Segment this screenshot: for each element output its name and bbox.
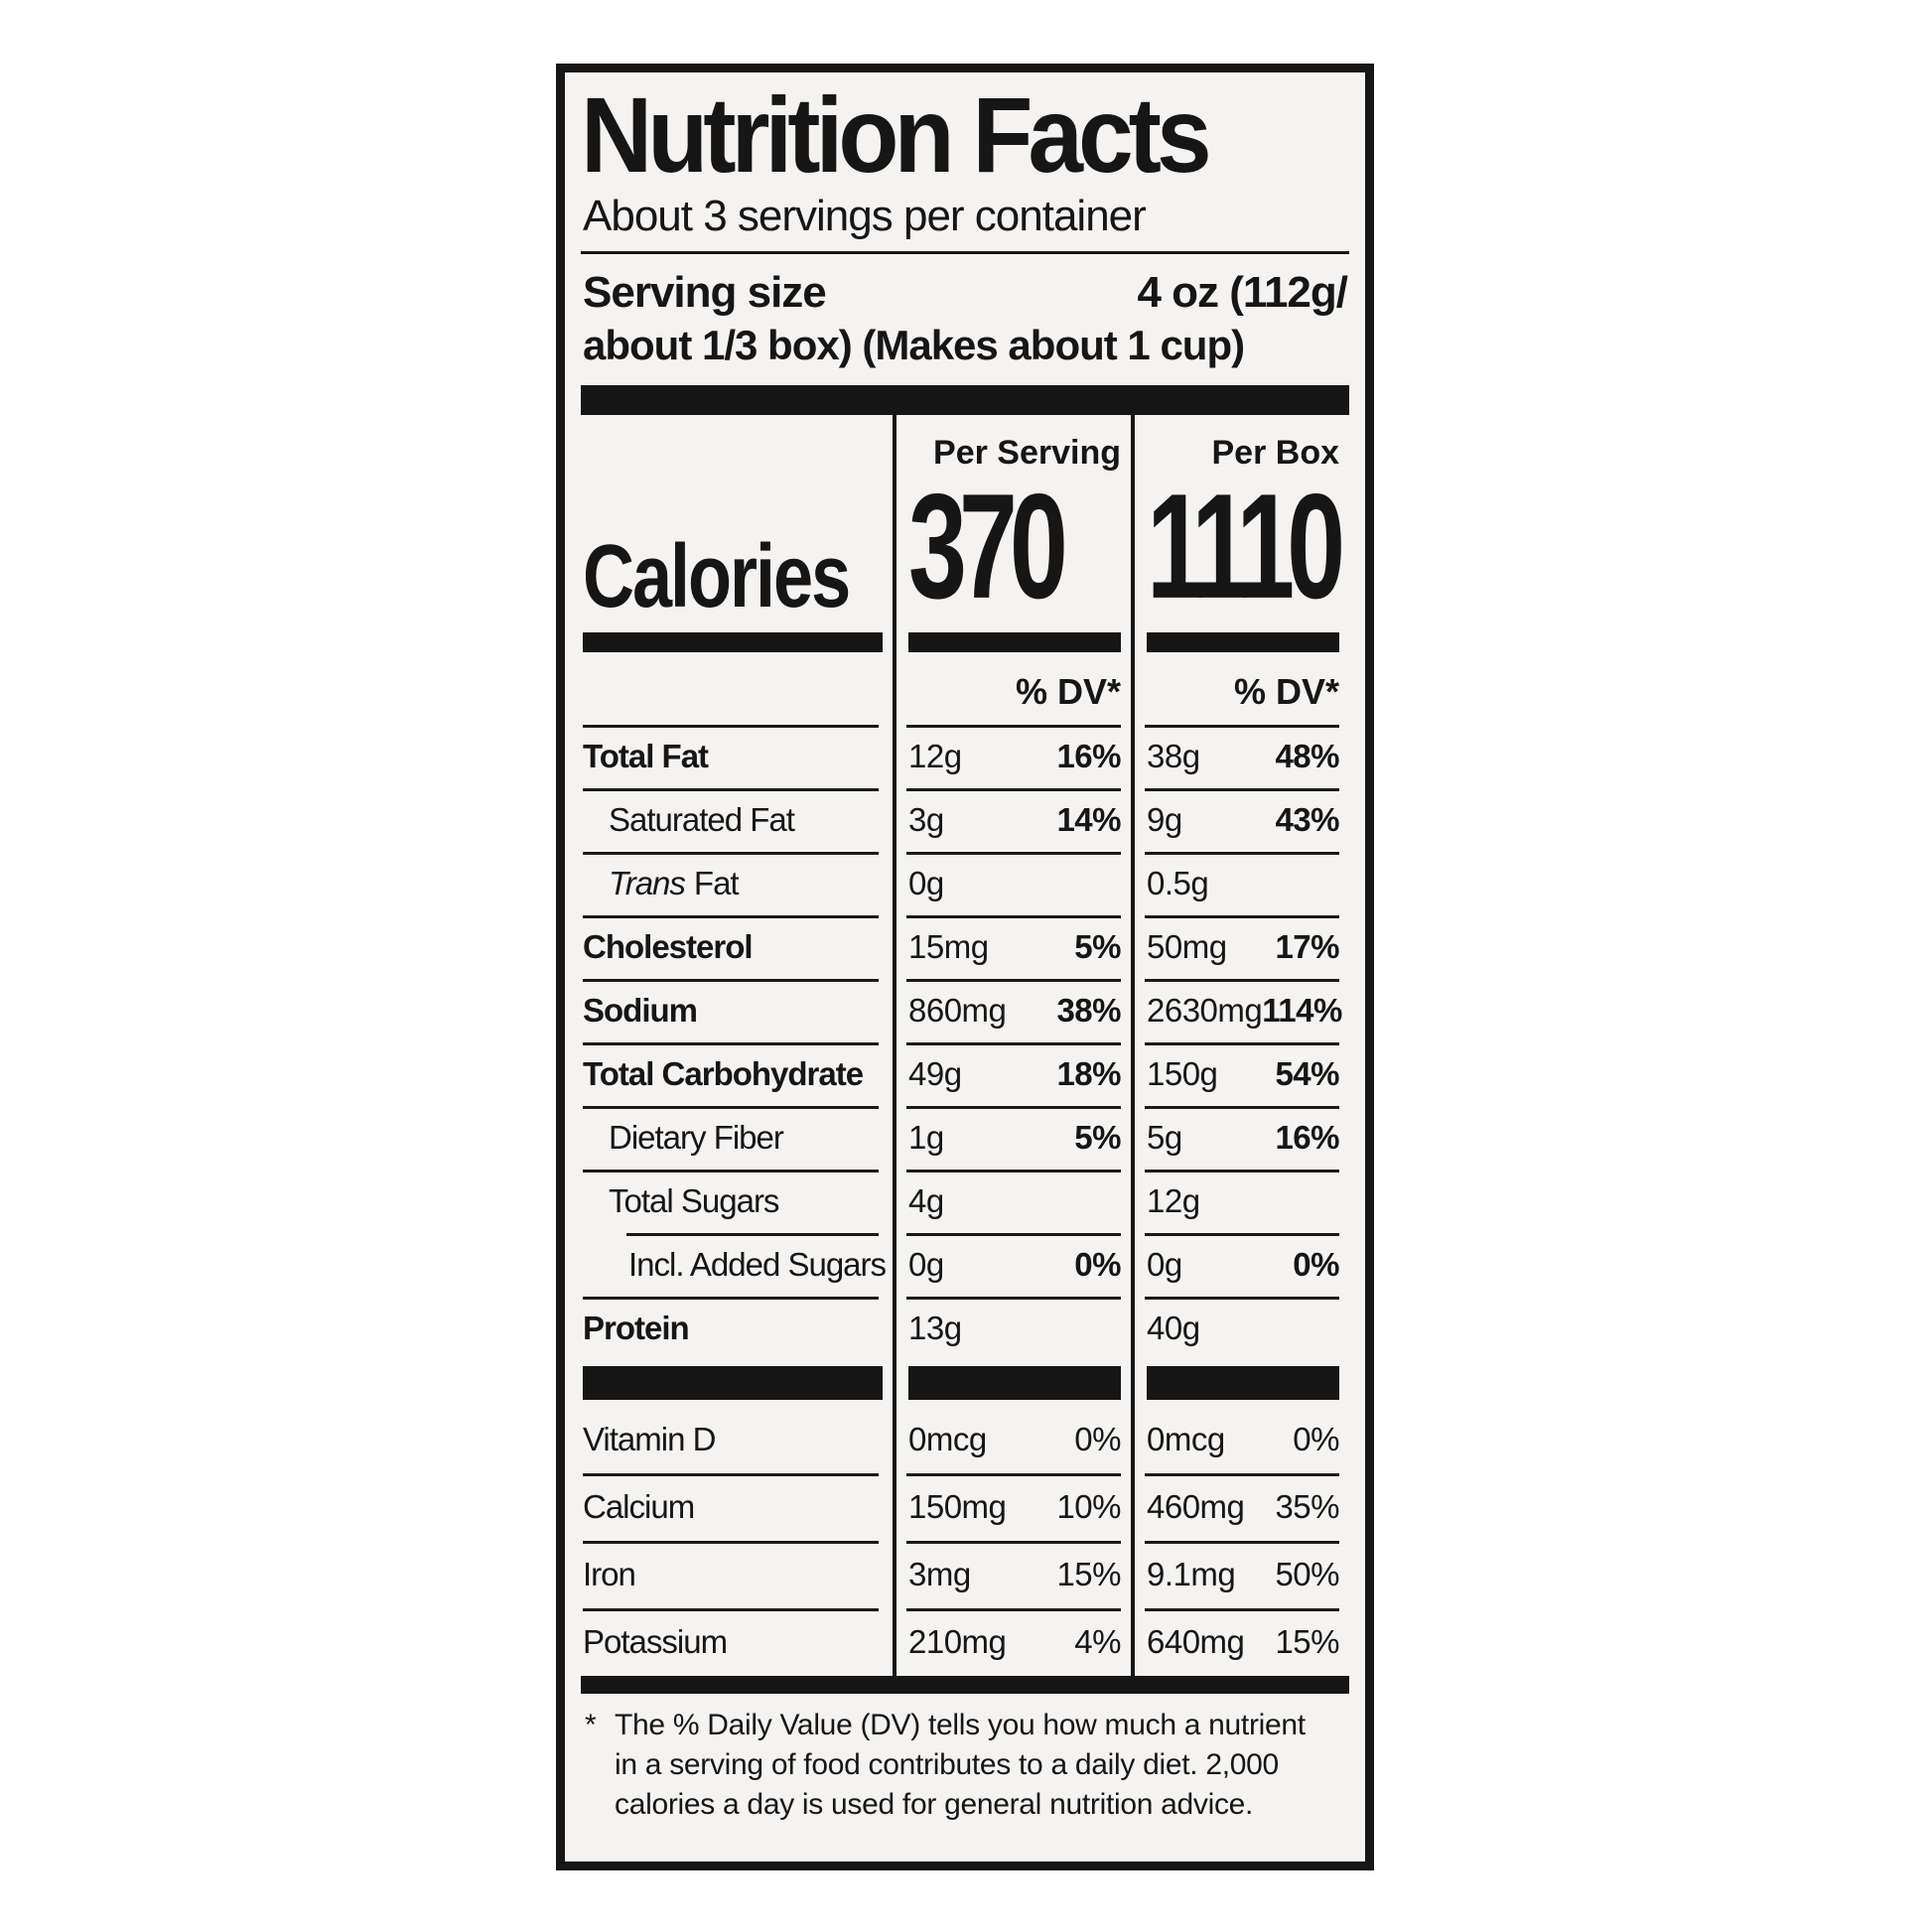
calories-per-box-cell: 1110	[1131, 464, 1349, 630]
per-serving-header: Per Serving	[893, 415, 1131, 475]
nutrient-name: Total Carbohydrate	[581, 1042, 893, 1106]
bar	[1147, 632, 1339, 652]
section-bar-bottom	[581, 1676, 1349, 1694]
nutrient-name: Saturated Fat	[581, 788, 893, 852]
calories-label: Calories	[583, 527, 851, 626]
vitamin-box: 9.1mg 50%	[1131, 1541, 1349, 1608]
calories-underbar-2	[893, 625, 1131, 659]
nutrient-serving: 49g 18%	[893, 1042, 1131, 1106]
nutrient-name: Total Fat	[581, 725, 893, 788]
nutrient-name: Sodium	[581, 979, 893, 1042]
nutrient-serving: 12g 16%	[893, 725, 1131, 788]
vitamin-serving: 3mg 15%	[893, 1541, 1131, 1608]
footnote-line: The % Daily Value (DV) tells you how muc…	[615, 1709, 1306, 1741]
footnote-asterisk: *	[585, 1709, 597, 1741]
per-box-header: Per Box	[1131, 415, 1349, 475]
nutrient-box: 5g 16%	[1131, 1106, 1349, 1170]
bar	[583, 1366, 883, 1400]
vitamin-box: 0mcg 0%	[1131, 1406, 1349, 1473]
bar	[1147, 1366, 1339, 1400]
vitamin-serving: 150mg 10%	[893, 1473, 1131, 1541]
nutrient-name: Cholesterol	[581, 915, 893, 979]
bar	[583, 632, 883, 652]
calories-underbar-1	[581, 625, 893, 659]
nutrient-box: 0.5g	[1131, 852, 1349, 915]
vitamin-name: Potassium	[581, 1608, 893, 1676]
section-bar-top	[581, 385, 1349, 415]
nutrient-box: 50mg 17%	[1131, 915, 1349, 979]
vitamin-serving: 0mcg 0%	[893, 1406, 1131, 1473]
separator-bar-cell	[1131, 1360, 1349, 1406]
nutrient-box: 150g 54%	[1131, 1042, 1349, 1106]
calories-per-serving-value: 370	[908, 464, 1068, 630]
vitamin-name: Iron	[581, 1541, 893, 1608]
serving-size-line2: about 1/3 box) (Makes about 1 cup)	[583, 322, 1245, 368]
dv-footnote: * The % Daily Value (DV) tells you how m…	[581, 1706, 1349, 1825]
nutrient-name: Protein	[581, 1297, 893, 1360]
nutrient-serving: 15mg 5%	[893, 915, 1131, 979]
vitamin-box: 640mg 15%	[1131, 1608, 1349, 1676]
nutrition-grid: Per Serving Per Box Calories 370 1110 % …	[581, 415, 1349, 1676]
nutrient-serving: 0g	[893, 852, 1131, 915]
label-title: Nutrition Facts	[581, 79, 1349, 191]
footnote-line: calories a day is used for general nutri…	[615, 1788, 1254, 1821]
nutrient-name: Total Sugars	[581, 1170, 893, 1233]
bar	[908, 1366, 1121, 1400]
dv-header-spacer	[581, 659, 893, 725]
calories-per-serving-cell: 370	[893, 464, 1131, 630]
nutrient-serving: 3g 14%	[893, 788, 1131, 852]
nutrient-box: 12g	[1131, 1170, 1349, 1233]
calories-underbar-3	[1131, 625, 1349, 659]
nutrient-box: 40g	[1131, 1297, 1349, 1360]
nutrient-box: 2630mg 114%	[1131, 979, 1349, 1042]
serving-size-label: Serving size	[583, 268, 827, 317]
calories-label-cell: Calories	[581, 475, 893, 625]
nutrient-serving: 1g 5%	[893, 1106, 1131, 1170]
vitamin-name: Vitamin D	[583, 1421, 716, 1457]
nutrient-name: Incl. Added Sugars	[581, 1233, 893, 1297]
nutrient-serving: 4g	[893, 1170, 1131, 1233]
nutrient-box: 38g 48%	[1131, 725, 1349, 788]
label-title-text: Nutrition Facts	[581, 75, 1212, 196]
nutrient-box: 9g 43%	[1131, 788, 1349, 852]
servings-per-container: About 3 servings per container	[581, 190, 1349, 254]
serving-size-row: Serving size 4 oz (112g/	[581, 254, 1349, 318]
serving-size-value: 4 oz (112g/	[1137, 268, 1348, 317]
dv-header-box: % DV*	[1131, 659, 1349, 725]
separator-bar-cell	[893, 1360, 1131, 1406]
nutrition-facts-label: Nutrition Facts About 3 servings per con…	[556, 64, 1374, 1870]
calories-per-box-value: 1110	[1147, 464, 1345, 630]
vitamin-serving: 210mg 4%	[893, 1608, 1131, 1676]
bar	[908, 632, 1121, 652]
footnote-line: in a serving of food contributes to a da…	[615, 1748, 1279, 1781]
nutrient-serving: 860mg 38%	[893, 979, 1131, 1042]
nutrient-serving: 0g 0%	[893, 1233, 1131, 1297]
vitamin-name: Calcium	[581, 1473, 893, 1541]
nutrient-name: Dietary Fiber	[581, 1106, 893, 1170]
nutrient-serving: 13g	[893, 1297, 1131, 1360]
nutrient-box: 0g 0%	[1131, 1233, 1349, 1297]
calories-header-spacer	[581, 415, 893, 475]
separator-bar-cell	[581, 1360, 893, 1406]
vitamin-box: 460mg 35%	[1131, 1473, 1349, 1541]
dv-header-serving: % DV*	[893, 659, 1131, 725]
nutrient-name: Trans Fat	[581, 852, 893, 915]
